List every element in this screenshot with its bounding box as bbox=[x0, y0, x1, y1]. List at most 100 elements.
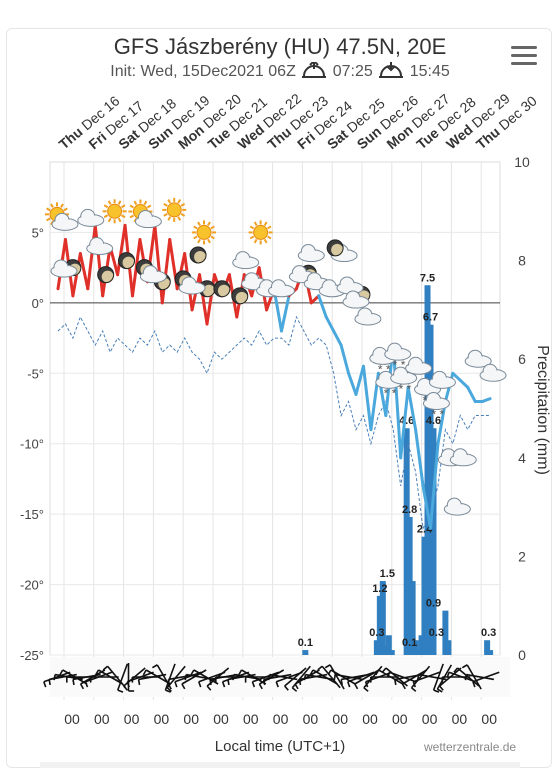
snowflake-icon: * bbox=[431, 407, 436, 421]
precip-bar bbox=[445, 640, 452, 655]
hour-tick-label: 00 bbox=[124, 711, 140, 727]
cloud-fill bbox=[233, 257, 258, 268]
wind-barb-flag bbox=[137, 679, 141, 686]
wind-barb-flag bbox=[363, 687, 369, 692]
wind-barb-flag bbox=[238, 669, 243, 676]
precip-label: 0.9 bbox=[426, 598, 441, 610]
sun-icon bbox=[248, 220, 273, 245]
cloud-fill bbox=[52, 219, 77, 230]
cloud-fill bbox=[299, 250, 324, 261]
moon-outline bbox=[213, 280, 231, 298]
wind-barb-flag bbox=[324, 664, 331, 669]
wind-barb-flag bbox=[227, 679, 230, 686]
y2-tick-label: 6 bbox=[518, 351, 526, 367]
temperature-cold-segment bbox=[354, 364, 365, 396]
cloud-fill bbox=[481, 370, 506, 381]
temperature-warm-segment bbox=[116, 223, 127, 277]
wind-barb-flag bbox=[347, 681, 351, 688]
sun-ray bbox=[180, 213, 186, 217]
wind-barb bbox=[329, 664, 345, 690]
y-tick-label: -25° bbox=[20, 648, 44, 663]
cloud-fill bbox=[78, 215, 103, 226]
temperature-cold-segment bbox=[458, 378, 470, 389]
temperature-warm-segment bbox=[160, 237, 172, 305]
wind-barb-flag bbox=[166, 687, 172, 692]
hour-tick-label: 00 bbox=[213, 711, 229, 727]
sun-ray bbox=[46, 207, 51, 212]
precip-bar bbox=[412, 640, 419, 655]
wind-barb-flag bbox=[386, 671, 391, 678]
sun-ray bbox=[207, 238, 211, 244]
cloud-icon bbox=[449, 448, 477, 467]
precip-bar bbox=[442, 610, 449, 655]
temperature-cold-segment bbox=[391, 343, 403, 460]
sunset-time: 15:45 bbox=[409, 63, 450, 80]
hour-tick-label: 00 bbox=[273, 711, 289, 727]
sun-ray bbox=[133, 200, 138, 206]
moon-outline bbox=[97, 266, 115, 284]
sunrise-time: 07:25 bbox=[332, 63, 373, 80]
wind-barb-flag bbox=[251, 681, 256, 688]
sun-ray bbox=[60, 203, 64, 208]
wind-barb-flag bbox=[184, 674, 188, 681]
sun-ray bbox=[121, 204, 126, 209]
wind-barb-flag bbox=[294, 683, 299, 690]
precip-bar bbox=[484, 640, 491, 655]
precip-bar bbox=[379, 581, 386, 655]
sun-ray bbox=[146, 204, 152, 209]
wind-barb bbox=[347, 671, 375, 683]
wind-barb bbox=[222, 671, 250, 683]
cloud-fill bbox=[391, 373, 416, 384]
cloud-fill bbox=[385, 349, 410, 360]
wind-barb-flag bbox=[333, 674, 337, 681]
wind-barb-flag bbox=[267, 674, 271, 681]
cloud-fill bbox=[136, 216, 161, 227]
sun-ray bbox=[267, 235, 272, 240]
wind-barb-flag bbox=[394, 679, 397, 686]
y-tick-label: 5° bbox=[32, 225, 44, 240]
wind-barb bbox=[389, 671, 417, 683]
sun-ray bbox=[143, 200, 148, 206]
wind-barb-flag bbox=[327, 669, 332, 676]
moon-outline bbox=[189, 246, 207, 264]
sun-disc bbox=[107, 203, 123, 219]
cloud-fill bbox=[51, 266, 76, 277]
cloud-icon bbox=[336, 276, 364, 295]
wind-barb-flag bbox=[209, 679, 212, 686]
wind-barb-flag bbox=[275, 681, 279, 688]
sun-ray bbox=[263, 238, 268, 244]
temperature-cold-segment bbox=[361, 364, 373, 432]
credit-link[interactable]: wetterzentrale.de bbox=[424, 740, 517, 754]
cloud-icon bbox=[354, 307, 382, 326]
precip-label: 6.7 bbox=[423, 312, 438, 324]
wind-barb-flag bbox=[126, 681, 130, 688]
wind-barb-flag bbox=[190, 669, 195, 676]
wind-barb-flag bbox=[167, 679, 171, 686]
wind-barb-flag bbox=[43, 681, 47, 688]
snowflake-icon: * bbox=[378, 362, 383, 376]
sunrise-icon bbox=[302, 62, 327, 78]
sun-ray bbox=[210, 225, 215, 230]
cloud-icon bbox=[297, 244, 325, 263]
hamburger-menu-icon[interactable] bbox=[511, 46, 537, 66]
wind-barb-flag bbox=[165, 689, 171, 693]
sun-ray bbox=[167, 198, 172, 204]
temperature-cold-segment bbox=[399, 385, 410, 460]
temperature-warm-segment bbox=[78, 252, 90, 291]
y-tick-label: -15° bbox=[20, 507, 44, 522]
cloud-icon bbox=[479, 363, 507, 382]
cloud-fill bbox=[451, 454, 476, 465]
moon-icon bbox=[189, 246, 207, 264]
wind-barb-flag bbox=[291, 687, 298, 692]
hour-tick-label: 00 bbox=[422, 711, 438, 727]
wind-barb bbox=[456, 667, 480, 687]
temperature-cold-segment bbox=[332, 329, 343, 347]
wind-barb-flag bbox=[375, 669, 380, 676]
wind-barb-flag bbox=[59, 669, 64, 676]
sun-ray bbox=[249, 235, 255, 240]
wind-barb-flag bbox=[340, 679, 343, 686]
wind-barb-flag bbox=[84, 681, 89, 688]
cloud-fill bbox=[344, 297, 368, 308]
snowflake-icon: * bbox=[407, 382, 412, 396]
wind-barb-flag bbox=[439, 685, 444, 691]
